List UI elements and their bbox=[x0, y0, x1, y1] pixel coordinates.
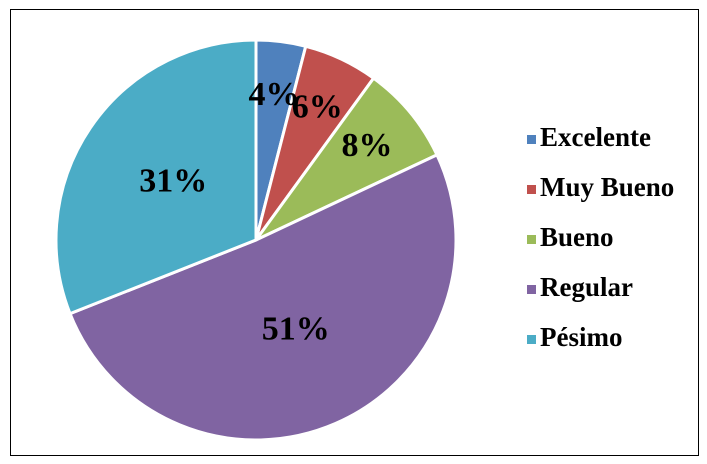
data-label: 4% bbox=[249, 76, 300, 113]
legend-marker bbox=[527, 335, 536, 344]
legend-marker bbox=[527, 135, 536, 144]
pie-slice bbox=[254, 76, 439, 242]
legend-label: Muy Bueno bbox=[540, 172, 674, 202]
legend-marker bbox=[527, 235, 536, 244]
data-label: 6% bbox=[292, 89, 343, 126]
legend-label: Regular bbox=[540, 272, 633, 302]
data-label: 8% bbox=[341, 127, 392, 164]
pie-slice bbox=[68, 152, 458, 442]
data-label: 31% bbox=[139, 163, 207, 200]
legend-label: Excelente bbox=[540, 122, 651, 152]
legend-label: Pésimo bbox=[540, 322, 622, 352]
legend-marker bbox=[527, 185, 536, 194]
legend-label: Bueno bbox=[540, 222, 614, 252]
data-label: 51% bbox=[262, 311, 330, 348]
pie-slice bbox=[54, 38, 258, 316]
legend-marker bbox=[527, 285, 536, 294]
